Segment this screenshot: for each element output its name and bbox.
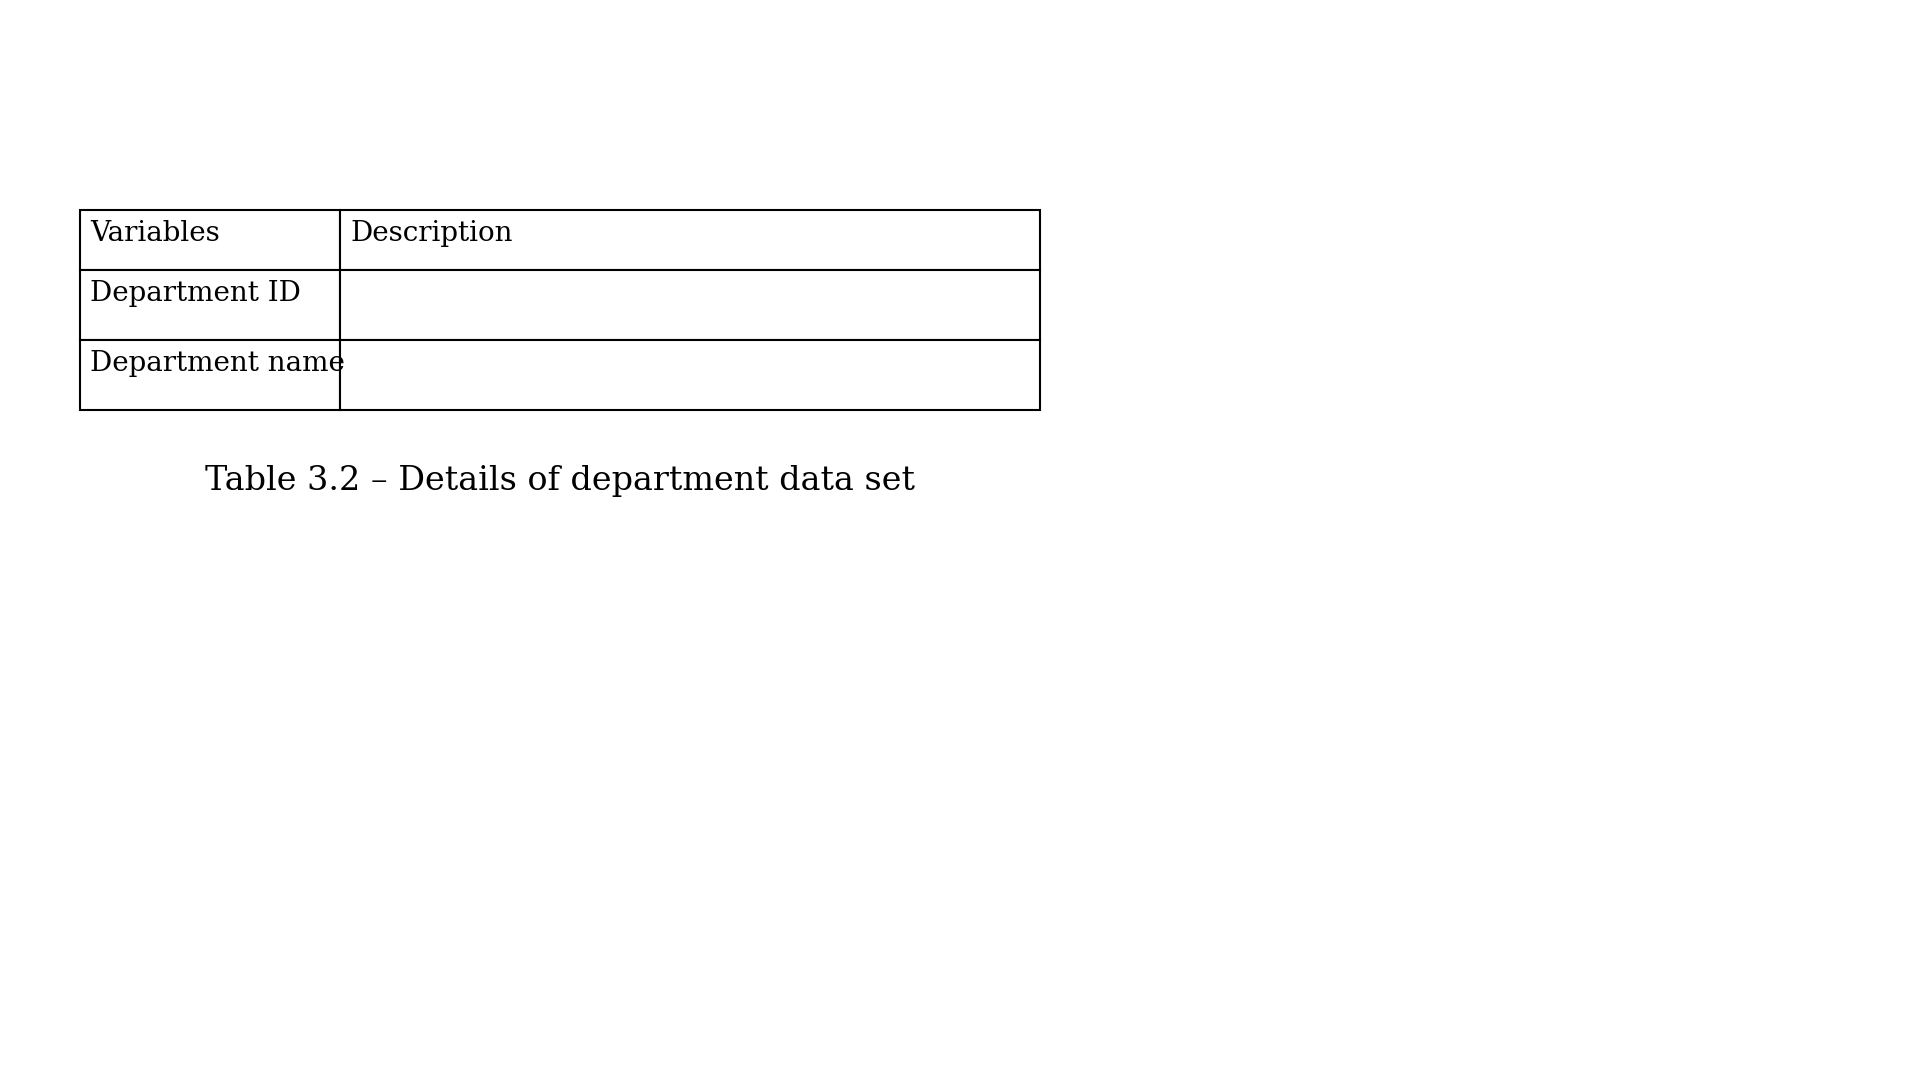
Bar	[340, 210, 1041, 270]
Bar	[81, 270, 340, 340]
Text: Variables: Variables	[90, 220, 219, 247]
Text: Description: Description	[349, 220, 513, 247]
Bar	[340, 340, 1041, 410]
Bar	[81, 210, 340, 270]
Text: Department ID: Department ID	[90, 280, 301, 307]
Text: Department name: Department name	[90, 350, 346, 377]
Bar	[340, 270, 1041, 340]
Bar	[81, 340, 340, 410]
Text: Table 3.2 – Details of department​ data set: Table 3.2 – Details of department​ data …	[205, 465, 916, 497]
